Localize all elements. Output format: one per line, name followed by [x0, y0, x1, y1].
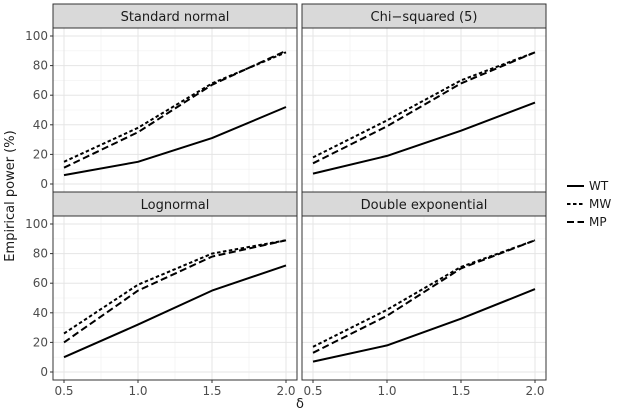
y-tick-label: 100 — [25, 29, 48, 43]
y-axis-title: Empirical power (%) — [3, 130, 18, 261]
y-tick-label: 40 — [33, 118, 48, 132]
panel-4: Double exponential 0.5 1.0 1.5 2.0 — [301, 191, 547, 398]
legend: WT MW MP — [567, 179, 611, 229]
x-tick-label: 1.5 — [451, 384, 470, 398]
panel-border — [52, 215, 298, 381]
x-tick-label: 0.5 — [303, 384, 322, 398]
x-tick-label: 2.0 — [525, 384, 544, 398]
y-tick-label: 0 — [40, 365, 48, 379]
series-line-wt — [63, 106, 287, 177]
panel-title: Standard normal — [121, 10, 230, 25]
panel-strip — [52, 3, 298, 29]
panel-border — [301, 215, 547, 381]
panel-strip — [301, 191, 547, 217]
legend-label-wt: WT — [589, 179, 609, 193]
series-line-wt — [312, 288, 536, 363]
series-line-mp — [63, 239, 287, 344]
x-axis-title: δ — [296, 397, 304, 412]
legend-label-mw: MW — [589, 197, 611, 211]
panel-strip — [301, 3, 547, 29]
y-tick-label: 40 — [33, 306, 48, 320]
panels-group: Standard normal 0 20 40 60 80 100 Chi−squared (… — [25, 3, 547, 398]
y-tick-label: 80 — [33, 59, 48, 73]
x-tick-label: 1.0 — [377, 384, 396, 398]
series-line-mp — [312, 239, 536, 354]
x-tick-label: 0.5 — [54, 384, 73, 398]
y-tick-label: 20 — [33, 147, 48, 161]
panel-title: Chi−squared (5) — [371, 10, 478, 25]
y-tick-label: 100 — [25, 217, 48, 231]
x-tick-label: 1.0 — [128, 384, 147, 398]
series-line-mp — [63, 49, 287, 169]
panel-title: Double exponential — [361, 198, 488, 213]
y-tick-label: 0 — [40, 177, 48, 191]
panel-strip — [52, 191, 298, 217]
y-tick-label: 60 — [33, 276, 48, 290]
panel-title: Lognormal — [141, 198, 210, 213]
series-line-wt — [63, 264, 287, 359]
series-line-wt — [312, 101, 536, 175]
panel-2: Chi−squared (5) — [301, 3, 547, 193]
x-tick-label: 1.5 — [202, 384, 221, 398]
panel-1: Standard normal 0 20 40 60 80 100 — [25, 3, 298, 193]
y-tick-label: 80 — [33, 247, 48, 261]
x-tick-label: 2.0 — [276, 384, 295, 398]
panel-3: Lognormal 0 20 40 60 80 100 0.5 1.0 1.5 2.0 — [25, 191, 298, 398]
legend-label-mp: MP — [589, 215, 607, 229]
y-tick-label: 60 — [33, 88, 48, 102]
y-tick-label: 20 — [33, 335, 48, 349]
series-line-mw — [63, 239, 287, 335]
series-line-mw — [312, 51, 536, 159]
